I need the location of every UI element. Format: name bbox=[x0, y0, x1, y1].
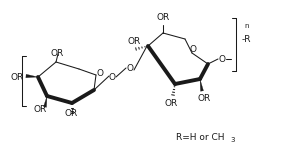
Text: n: n bbox=[244, 23, 249, 29]
Text: O: O bbox=[108, 73, 116, 82]
Text: OR: OR bbox=[50, 48, 64, 57]
Text: 3: 3 bbox=[231, 137, 235, 143]
Text: OR: OR bbox=[64, 110, 77, 119]
Text: O: O bbox=[190, 44, 196, 53]
Text: OR: OR bbox=[10, 73, 24, 82]
Polygon shape bbox=[44, 96, 47, 107]
Polygon shape bbox=[200, 79, 204, 91]
Text: O: O bbox=[218, 54, 226, 64]
Text: OR: OR bbox=[197, 93, 211, 102]
Polygon shape bbox=[26, 74, 38, 78]
Text: O: O bbox=[97, 69, 103, 78]
Text: OR: OR bbox=[127, 37, 141, 45]
Text: O: O bbox=[126, 64, 134, 73]
Text: -R: -R bbox=[242, 35, 252, 44]
Text: OR: OR bbox=[156, 12, 170, 22]
Text: OR: OR bbox=[164, 98, 178, 108]
Text: OR: OR bbox=[33, 106, 46, 115]
Text: R=H or CH: R=H or CH bbox=[176, 133, 224, 142]
